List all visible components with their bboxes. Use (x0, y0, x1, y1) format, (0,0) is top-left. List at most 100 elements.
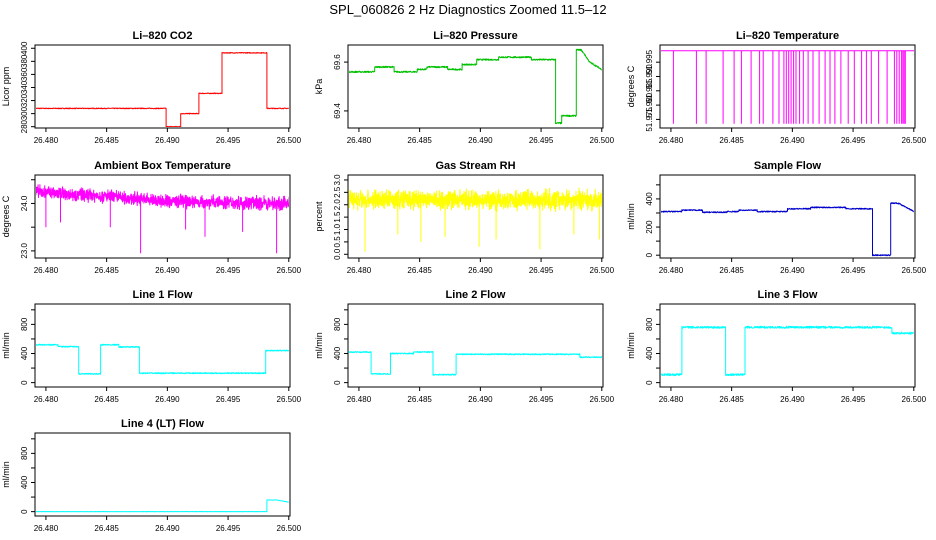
y-tick-label: 800 (20, 317, 29, 331)
x-tick-label: 26.495 (841, 136, 866, 145)
x-tick-label: 26.500 (590, 395, 615, 404)
y-axis-label: ml/min (314, 332, 324, 359)
x-tick-label: 26.485 (719, 395, 744, 404)
plot-frame (347, 174, 604, 259)
panel-title: Ambient Box Temperature (94, 160, 231, 172)
y-tick-label: 0 (645, 252, 654, 257)
panel-3: Ambient Box Temperature degrees C 23.0 24.0… (1, 160, 302, 275)
x-tick-label: 26.485 (94, 395, 119, 404)
y-tick-label: 51.985 (645, 78, 654, 103)
y-tick-label: 360 (20, 67, 29, 81)
panel-6: Line 1 Flow ml/min 0 400 800 26.480 26.485 26.4… (1, 289, 302, 404)
y-tick-label: 23.0 (20, 243, 29, 259)
y-axis-label: degrees C (626, 65, 636, 107)
y-tick-label: 400 (20, 475, 29, 489)
y-tick-label: 69.4 (333, 103, 342, 119)
panel-7: Line 2 Flow ml/min 0 400 800 26.480 26.485 26.4… (314, 289, 615, 404)
y-tick-label: 280 (20, 119, 29, 133)
x-tick-label: 26.490 (155, 266, 180, 275)
x-tick-label: 26.480 (34, 136, 59, 145)
series-line (349, 48, 602, 125)
x-tick-label: 26.500 (277, 266, 302, 275)
x-tick-label: 26.500 (902, 136, 927, 145)
y-tick-label: 3.0 (333, 174, 342, 186)
y-tick-label: 400 (333, 346, 342, 360)
y-tick-label: 51.980 (645, 92, 654, 117)
x-tick-label: 26.485 (94, 136, 119, 145)
y-tick-label: 300 (20, 106, 29, 120)
series-path (349, 48, 602, 125)
x-tick-label: 26.495 (529, 136, 554, 145)
x-tick-label: 26.485 (719, 266, 744, 275)
y-tick-label: 800 (645, 317, 654, 331)
x-tick-label: 26.490 (155, 395, 180, 404)
x-tick-label: 26.490 (468, 136, 493, 145)
plot-frame (34, 44, 291, 129)
series-line (36, 343, 289, 375)
plot-frame (659, 303, 916, 388)
panel-1: Li–820 Pressure kPa 69.4 69.6 26.480 26.485 26… (314, 30, 615, 145)
x-tick-label: 26.480 (34, 395, 59, 404)
panel-4: Gas Stream RH percent 0.00.51.01.52.02.53.… (314, 160, 615, 275)
y-tick-label: 2.0 (333, 199, 342, 211)
y-tick-label: 800 (333, 317, 342, 331)
x-tick-label: 26.485 (407, 136, 432, 145)
x-tick-label: 26.480 (347, 395, 372, 404)
series-path (36, 184, 289, 254)
x-tick-label: 26.500 (277, 395, 302, 404)
panel-title: Li–820 Temperature (736, 30, 839, 42)
x-tick-label: 26.495 (216, 524, 241, 533)
y-tick-label: 340 (20, 80, 29, 94)
panel-title: Gas Stream RH (435, 160, 515, 172)
y-tick-label: 1.0 (333, 223, 342, 235)
panel-title: Line 4 (LT) Flow (121, 418, 204, 430)
plot-frame (34, 432, 291, 517)
y-tick-label: 400 (20, 346, 29, 360)
x-tick-label: 26.495 (529, 395, 554, 404)
y-tick-label: 0 (20, 380, 29, 385)
x-tick-label: 26.500 (590, 136, 615, 145)
x-tick-label: 26.495 (841, 395, 866, 404)
plot-frame (34, 174, 291, 259)
series-line (36, 184, 289, 254)
y-tick-label: 0 (333, 380, 342, 385)
series-line (661, 50, 914, 124)
y-tick-label: 1.5 (333, 211, 342, 223)
x-tick-label: 26.480 (34, 266, 59, 275)
x-tick-label: 26.500 (277, 136, 302, 145)
series-line (36, 499, 289, 513)
series-path (661, 50, 914, 124)
y-tick-label: 800 (20, 446, 29, 460)
panel-0: Li–820 CO2 Licor ppm 280300320340360380400… (1, 30, 302, 145)
y-tick-label: 24.0 (20, 195, 29, 211)
y-tick-label: 400 (645, 192, 654, 206)
panel-title: Li–820 CO2 (133, 30, 193, 42)
series-path (661, 202, 914, 257)
y-tick-label: 0 (645, 380, 654, 385)
panel-title: Li–820 Pressure (433, 30, 517, 42)
x-tick-label: 26.490 (155, 524, 180, 533)
y-axis-label: percent (314, 201, 324, 232)
y-tick-label: 51.990 (645, 64, 654, 89)
plot-frame (659, 174, 916, 259)
series-path (36, 52, 289, 127)
x-tick-label: 26.500 (590, 266, 615, 275)
x-tick-label: 26.485 (94, 266, 119, 275)
series-path (36, 343, 289, 375)
series-line (661, 202, 914, 257)
y-axis-label: ml/min (626, 332, 636, 359)
x-tick-label: 26.485 (407, 395, 432, 404)
x-tick-label: 26.490 (780, 266, 805, 275)
x-tick-label: 26.490 (155, 136, 180, 145)
x-tick-label: 26.500 (902, 395, 927, 404)
x-tick-label: 26.490 (468, 395, 493, 404)
x-tick-label: 26.480 (659, 266, 684, 275)
series-line (349, 187, 602, 252)
y-axis-label: Licor ppm (1, 67, 11, 107)
y-axis-label: ml/min (1, 461, 11, 488)
series-line (36, 52, 289, 127)
y-tick-label: 0.0 (333, 248, 342, 260)
y-axis-label: degrees C (1, 195, 11, 237)
